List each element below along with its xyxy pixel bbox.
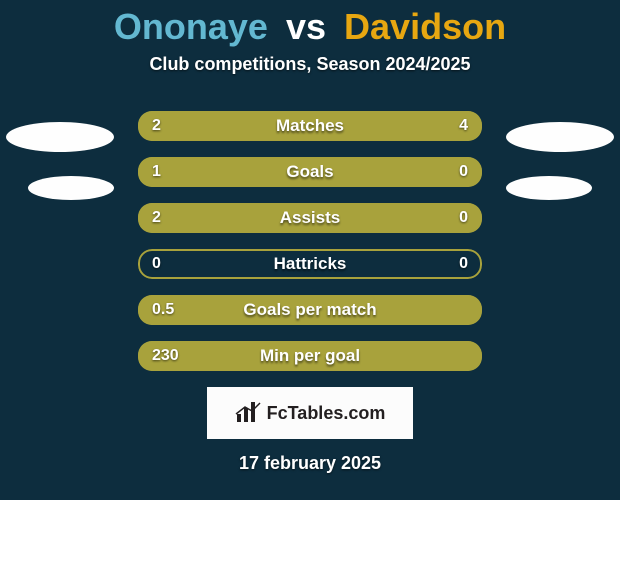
stat-label: Min per goal [138, 341, 482, 371]
stat-label: Hattricks [138, 249, 482, 279]
stat-label: Goals per match [138, 295, 482, 325]
player1-avatar-small [28, 176, 114, 200]
stat-row: 230Min per goal [138, 341, 482, 371]
subtitle: Club competitions, Season 2024/2025 [0, 54, 620, 75]
bar-chart-icon [235, 402, 261, 424]
source-badge-text: FcTables.com [267, 403, 386, 424]
player2-avatar [506, 122, 614, 152]
player1-avatar [6, 122, 114, 152]
stat-row: 20Assists [138, 203, 482, 233]
stat-label: Assists [138, 203, 482, 233]
player1-name: Ononaye [114, 6, 268, 47]
stat-label: Goals [138, 157, 482, 187]
date-text: 17 february 2025 [0, 453, 620, 474]
stat-row: 10Goals [138, 157, 482, 187]
player2-name: Davidson [344, 6, 506, 47]
comparison-card: Ononaye vs Davidson Club competitions, S… [0, 0, 620, 500]
title: Ononaye vs Davidson [0, 6, 620, 48]
player2-avatar-small [506, 176, 592, 200]
stat-row: 0.5Goals per match [138, 295, 482, 325]
stat-label: Matches [138, 111, 482, 141]
source-badge: FcTables.com [207, 387, 413, 439]
stat-row: 24Matches [138, 111, 482, 141]
vs-separator: vs [278, 6, 334, 47]
stat-row: 00Hattricks [138, 249, 482, 279]
stat-bars: 24Matches 10Goals 20Assists 00Hattricks 0.5G… [138, 111, 482, 371]
